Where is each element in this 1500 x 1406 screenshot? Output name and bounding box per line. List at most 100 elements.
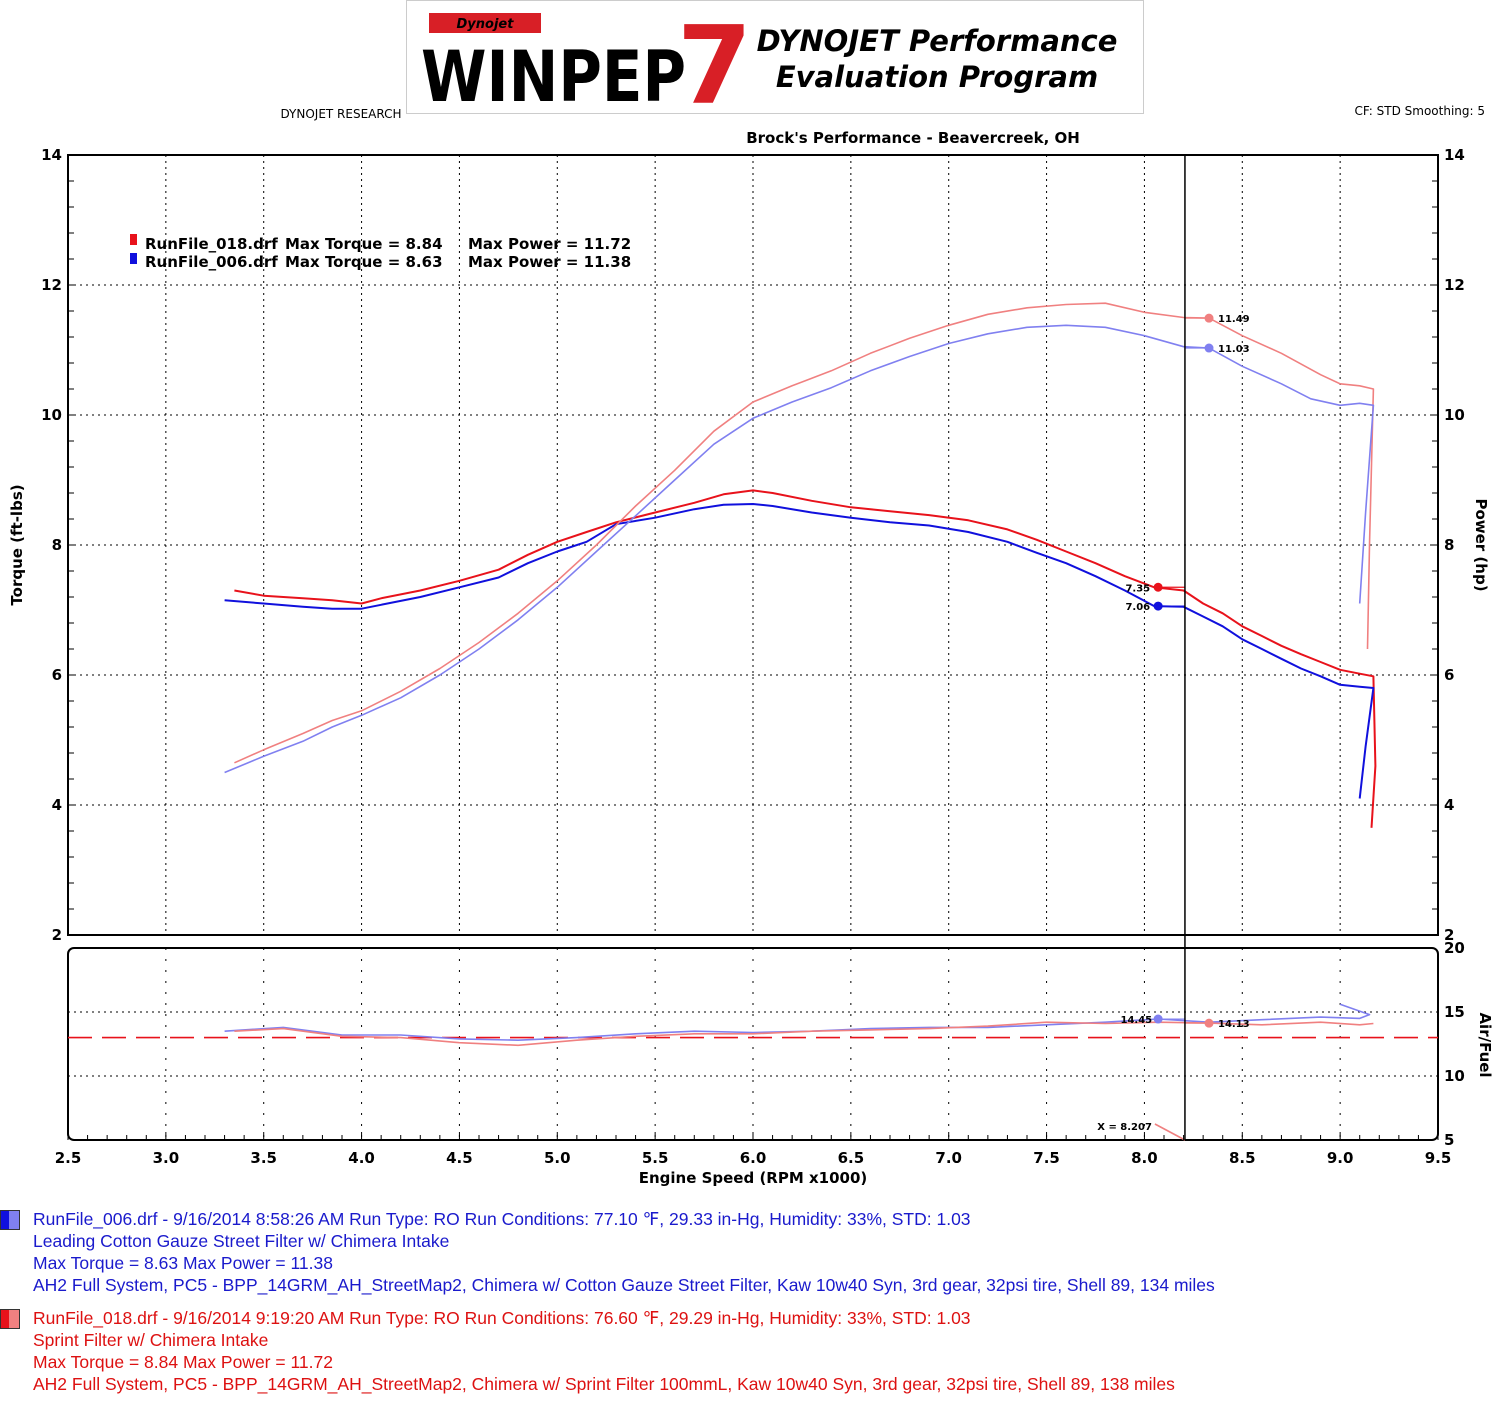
run-018-line4: AH2 Full System, PC5 - BPP_14GRM_AH_Stre… [33, 1374, 1175, 1394]
legend-torque-006: Max Torque = 8.63 [285, 253, 443, 271]
run-006-line4: AH2 Full System, PC5 - BPP_14GRM_AH_Stre… [33, 1275, 1215, 1295]
logo-number: 7 [677, 4, 752, 115]
run-info-footer: RunFile_006.drf - 9/16/2014 8:58:26 AM R… [0, 1208, 1500, 1406]
x-axis-label: Engine Speed (RPM x1000) [639, 1169, 868, 1187]
x-tick-label: 5.0 [544, 1149, 571, 1167]
y-tick-label: 12 [41, 276, 62, 294]
y-tick-label: 6 [52, 666, 62, 684]
marker-value: 11.49 [1218, 314, 1250, 325]
y2-tick-label: 10 [1444, 406, 1465, 424]
torque-ticks: 2 2 4 4 6 6 8 8 10 10 12 12 14 14 [41, 146, 1465, 944]
marker-dot [1204, 313, 1214, 323]
afr-tick-label: 20 [1444, 939, 1465, 957]
series-RunFile_018-power [234, 302, 1375, 764]
afr-tick-label: 5 [1444, 1131, 1454, 1149]
y-axis-label-power: Power (hp) [1472, 498, 1490, 591]
x-tick-label: 5.5 [642, 1149, 669, 1167]
afr-series [224, 1003, 1374, 1141]
marker-value: 7.35 [1125, 583, 1150, 594]
marker-dot [1204, 343, 1214, 353]
marker-value: 7.06 [1125, 602, 1150, 613]
torque-power-series [224, 302, 1377, 828]
logo-small-text: Dynojet [457, 17, 515, 32]
y2-tick-label: 6 [1444, 666, 1454, 684]
y2-tick-label: 12 [1444, 276, 1465, 294]
y2-tick-label: 2 [1444, 926, 1454, 944]
run-info-006: RunFile_006.drf - 9/16/2014 8:58:26 AM R… [0, 1208, 1500, 1296]
x-tick-label: 3.0 [153, 1149, 180, 1167]
run-018-line2: Sprint Filter w/ Chimera Intake [33, 1330, 269, 1350]
legend-swatch-018 [130, 234, 137, 245]
x-tick-label: 8.0 [1131, 1149, 1158, 1167]
afr-markers: 14.45 14.13 [1120, 1014, 1250, 1030]
series-RunFile_006-power [224, 324, 1375, 774]
marker-dot [1153, 601, 1163, 611]
legend-file-006: RunFile_006.drf [145, 253, 278, 271]
x-tick-label: 4.5 [446, 1149, 473, 1167]
run-018-line1: RunFile_018.drf - 9/16/2014 9:19:20 AM R… [33, 1308, 971, 1328]
chart-title: Brock's Performance - Beavercreek, OH [746, 129, 1080, 147]
x-tick-label: 2.5 [55, 1149, 82, 1167]
logo-line1: DYNOJET Performance [757, 24, 1118, 58]
y2-tick-label: 4 [1444, 796, 1454, 814]
afr-marker-value: 14.45 [1120, 1015, 1152, 1026]
legend-power-018: Max Power = 11.72 [468, 235, 631, 253]
y-axis-label-afr: Air/Fuel [1476, 1012, 1494, 1077]
x-tick-label: 9.0 [1327, 1149, 1354, 1167]
x-tick-label: 7.5 [1033, 1149, 1060, 1167]
y2-tick-label: 14 [1444, 146, 1465, 164]
y-axis-label-torque: Torque (ft-lbs) [8, 484, 26, 605]
legend-power-006: Max Power = 11.38 [468, 253, 631, 271]
afr-tick-label: 15 [1444, 1003, 1465, 1021]
legend-torque-018: Max Torque = 8.84 [285, 235, 443, 253]
dyno-chart: DYNOJET RESEARCH CF: STD Smoothing: 5 Br… [8, 104, 1494, 1187]
x-tick-label: 4.0 [348, 1149, 375, 1167]
legend-swatch-006 [130, 253, 137, 264]
afr-series-RunFile_006 [224, 1003, 1371, 1041]
torque-grid [68, 155, 1438, 935]
marker-value: 11.03 [1218, 344, 1250, 355]
run-018-line3: Max Torque = 8.84 Max Power = 11.72 [33, 1352, 333, 1372]
run-006-line3: Max Torque = 8.63 Max Power = 11.38 [33, 1253, 333, 1273]
cf-info: CF: STD Smoothing: 5 [1354, 104, 1485, 118]
legend-file-018: RunFile_018.drf [145, 235, 278, 253]
y-tick-label: 10 [41, 406, 62, 424]
x-tick-label: 6.0 [740, 1149, 767, 1167]
logo-badge [429, 13, 541, 33]
torque-power-markers: 7.35 7.06 11.49 11.03 [1125, 313, 1250, 613]
afr-marker-value: 14.13 [1218, 1019, 1250, 1030]
y-tick-label: 2 [52, 926, 62, 944]
cursor-label: X = 8.207 [1097, 1122, 1152, 1133]
y-tick-label: 14 [41, 146, 62, 164]
run-006-swatch [0, 1210, 20, 1230]
x-tick-label: 8.5 [1229, 1149, 1256, 1167]
series-RunFile_018-torque [234, 489, 1377, 828]
logo-line2: Evaluation Program [776, 60, 1098, 94]
afr-tick-label: 10 [1444, 1067, 1465, 1085]
afr-marker-dot [1204, 1018, 1214, 1028]
legend: RunFile_018.drf Max Torque = 8.84 Max Po… [130, 234, 631, 271]
y-tick-label: 4 [52, 796, 62, 814]
logo-main-text: WINPEP [421, 36, 686, 115]
x-axis-ticks: 2.5 3.0 3.5 4.0 4.5 5.0 5.5 6.0 6.5 7.0 7.5 8.0 8.5 9… [55, 1132, 1452, 1167]
x-tick-label: 6.5 [838, 1149, 865, 1167]
run-info-018: RunFile_018.drf - 9/16/2014 9:19:20 AM R… [0, 1307, 1500, 1395]
run-006-line2: Leading Cotton Gauze Street Filter w/ Ch… [33, 1231, 450, 1251]
y-tick-label: 8 [52, 536, 62, 554]
afr-marker-dot [1153, 1014, 1163, 1024]
x-tick-label: 7.0 [935, 1149, 962, 1167]
marker-dot [1153, 582, 1163, 592]
run-018-swatch [0, 1309, 20, 1329]
afr-cursor-pointer [1154, 1123, 1186, 1141]
winpep-logo: Dynojet WINPEP 7 DYNOJET Performance Eva… [421, 4, 1118, 129]
afr-series-RunFile_018 [234, 1021, 1374, 1047]
logo-box: Dynojet WINPEP 7 DYNOJET Performance Eva… [406, 0, 1144, 129]
logo-sub: DYNOJET RESEARCH [280, 107, 401, 121]
x-tick-label: 3.5 [250, 1149, 277, 1167]
x-tick-label: 9.5 [1425, 1149, 1452, 1167]
afr-plot-frame [67, 947, 1439, 1141]
afr-ticks: 20 15 10 5 [1444, 939, 1465, 1149]
afr-grid [68, 948, 1438, 1140]
y2-tick-label: 8 [1444, 536, 1454, 554]
series-RunFile_006-torque [224, 503, 1375, 799]
